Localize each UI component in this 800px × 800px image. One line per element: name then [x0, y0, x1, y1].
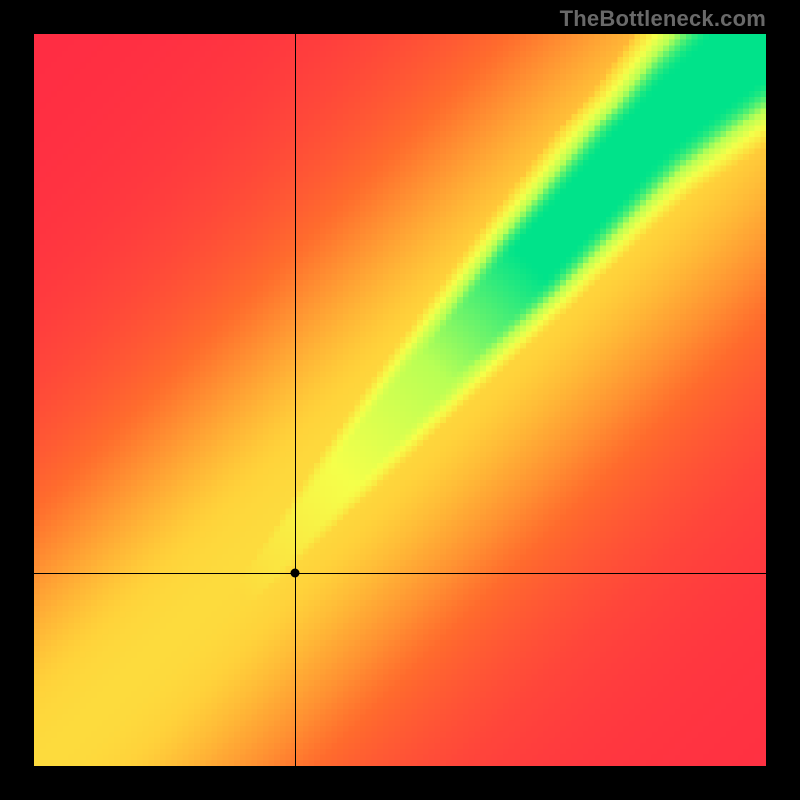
crosshair-vertical [295, 34, 296, 766]
chart-container: TheBottleneck.com [0, 0, 800, 800]
crosshair-horizontal [34, 573, 766, 574]
watermark-text: TheBottleneck.com [560, 6, 766, 32]
plot-area [34, 34, 766, 766]
crosshair-marker [290, 568, 299, 577]
heatmap-canvas [34, 34, 766, 766]
